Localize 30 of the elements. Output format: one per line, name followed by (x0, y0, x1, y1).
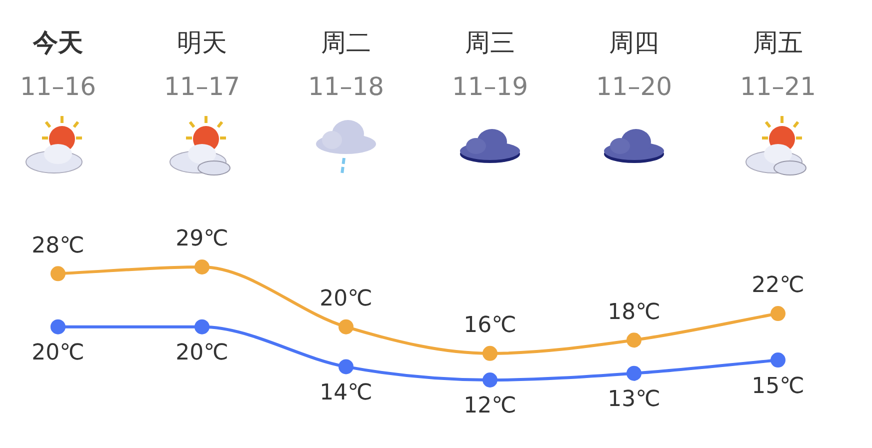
point (770, 352, 786, 368)
data-label: 16℃ (464, 313, 516, 338)
x-tick-label: 今天 11–16 (18, 27, 98, 101)
x-tick-label: 周二 11–18 (306, 27, 386, 101)
point (50, 266, 66, 282)
x-tick-label: 周三 11–19 (450, 27, 530, 101)
data-label: 13℃ (608, 387, 660, 412)
data-label: 28℃ (32, 233, 84, 258)
data-label: 20℃ (320, 286, 372, 312)
point (194, 319, 210, 334)
data-label: 20℃ (32, 340, 84, 366)
point (482, 346, 498, 361)
data-label: 29℃ (176, 226, 228, 252)
x-tick-label: 周五 11–21 (738, 27, 818, 101)
data-label: 18℃ (608, 300, 660, 325)
x-tick-label: 明天 11–17 (162, 27, 242, 101)
point (482, 372, 498, 388)
point (194, 260, 210, 274)
point (770, 306, 786, 322)
data-label: 22℃ (752, 273, 804, 298)
point (338, 319, 354, 334)
x-tick-label: 周四 11–20 (594, 27, 674, 101)
point (338, 359, 354, 374)
data-label: 20℃ (176, 340, 228, 366)
data-label: 12℃ (464, 394, 516, 419)
point (626, 332, 642, 348)
data-label: 14℃ (320, 380, 372, 406)
point (626, 366, 642, 381)
data-label: 15℃ (752, 374, 804, 399)
point (50, 319, 66, 334)
